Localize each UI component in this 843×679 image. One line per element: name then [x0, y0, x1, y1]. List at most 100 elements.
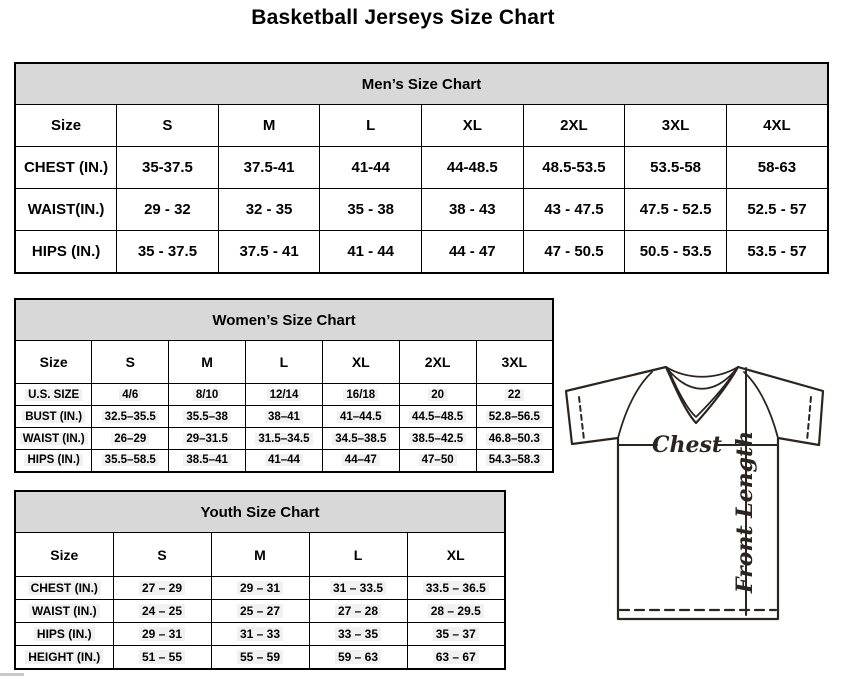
size-column-header: L [319, 104, 422, 147]
size-value-cell: 34.5–38.5 [321, 427, 400, 450]
size-value-cell: 37.5 - 41 [217, 230, 321, 273]
jersey-diagram-svg: Chest Front Length [564, 365, 825, 621]
mens-column-header-row: Size S M L XL 2XL 3XL 4XL [14, 104, 829, 147]
chest-label: Chest [652, 432, 722, 458]
size-value-cell: 32 - 35 [217, 188, 321, 231]
size-value-cell: 27 – 28 [308, 599, 408, 623]
row-label: WAIST(IN.) [14, 188, 118, 231]
size-value-cell: 47 - 50.5 [522, 230, 626, 273]
collar-curve-inner [665, 366, 739, 390]
size-column-header: M [168, 340, 247, 384]
size-value-cell: 47.5 - 52.5 [624, 188, 727, 231]
size-header-cell: Size [14, 532, 114, 577]
size-column-header: 2XL [398, 340, 477, 384]
size-value-cell: 4/6 [91, 383, 170, 406]
size-value-cell: 41-44 [319, 146, 422, 189]
size-value-cell: 31 – 33 [210, 622, 310, 646]
size-column-header: XL [321, 340, 400, 384]
left-cuff-dashed-line [578, 396, 585, 441]
size-value-cell: 29 – 31 [210, 576, 310, 600]
youth-table-row: CHEST (IN.) 27 – 29 29 – 31 31 – 33.5 33.5 –… [14, 576, 506, 600]
size-column-header: 2XL [522, 104, 626, 147]
youth-table-row: HIPS (IN.) 29 – 31 31 – 33 33 – 35 35 – 37 [14, 622, 506, 646]
size-value-cell: 53.5-58 [624, 146, 727, 189]
size-value-cell: 38–41 [245, 405, 323, 428]
size-value-cell: 29–31.5 [168, 427, 247, 450]
size-value-cell: 58-63 [725, 146, 829, 189]
row-label: CHEST (IN.) [14, 576, 114, 600]
youth-table-row: WAIST (IN.) 24 – 25 25 – 27 27 – 28 28 – 29.… [14, 599, 506, 623]
row-label: WAIST (IN.) [14, 599, 114, 623]
size-column-header: L [308, 532, 408, 577]
front-length-label: Front Length [732, 431, 758, 594]
size-value-cell: 52.8–56.5 [475, 405, 554, 428]
size-column-header: XL [406, 532, 506, 577]
mens-table-row: WAIST(IN.) 29 - 32 32 - 35 35 - 38 38 - 43 43… [14, 188, 829, 231]
jersey-measurement-diagram: Chest Front Length [556, 350, 843, 628]
size-value-cell: 52.5 - 57 [725, 188, 829, 231]
row-label: HEIGHT (IN.) [14, 645, 114, 669]
size-column-header: S [112, 532, 212, 577]
size-value-cell: 59 – 63 [308, 645, 408, 669]
size-value-cell: 48.5-53.5 [522, 146, 626, 189]
size-column-header: S [116, 104, 219, 147]
size-value-cell: 28 – 29.5 [406, 599, 506, 623]
size-value-cell: 47–50 [398, 449, 477, 472]
size-value-cell: 33 – 35 [308, 622, 408, 646]
womens-table-row: HIPS (IN.) 35.5–58.5 38.5–41 41–44 44–47 47–5… [14, 449, 554, 472]
page-title: Basketball Jerseys Size Chart [251, 6, 555, 29]
row-label: HIPS (IN.) [14, 622, 114, 646]
size-value-cell: 35 - 38 [319, 188, 422, 231]
collar-curve-outer [665, 366, 739, 378]
youth-size-chart-table: Youth Size Chart Size S M L XL CHEST (IN.) 27… [14, 490, 506, 670]
womens-table-row: U.S. SIZE 4/6 8/10 12/14 16/18 20 22 [14, 383, 554, 406]
size-column-header: M [210, 532, 310, 577]
size-value-cell: 29 - 32 [116, 188, 219, 231]
size-value-cell: 25 – 27 [210, 599, 310, 623]
size-value-cell: 35-37.5 [116, 146, 219, 189]
size-value-cell: 41–44 [245, 449, 323, 472]
mens-chart-title: Men’s Size Chart [14, 62, 829, 105]
size-value-cell: 31.5–34.5 [245, 427, 323, 450]
size-value-cell: 50.5 - 53.5 [624, 230, 727, 273]
left-armhole-seam [617, 371, 653, 439]
right-armhole-seam [743, 371, 779, 439]
size-value-cell: 44-48.5 [421, 146, 524, 189]
size-value-cell: 20 [398, 383, 477, 406]
size-value-cell: 35 – 37 [406, 622, 506, 646]
right-cuff-dashed-line [806, 396, 812, 442]
size-value-cell: 37.5-41 [217, 146, 321, 189]
womens-column-header-row: Size S M L XL 2XL 3XL [14, 340, 554, 384]
size-value-cell: 35.5–38 [168, 405, 247, 428]
size-value-cell: 54.3–58.3 [475, 449, 554, 472]
size-value-cell: 41–44.5 [321, 405, 400, 428]
scrollbar-sliver [0, 673, 24, 676]
size-column-header: 3XL [624, 104, 727, 147]
womens-chart-title-row: Women’s Size Chart [14, 298, 554, 341]
size-value-cell: 35.5–58.5 [91, 449, 170, 472]
size-column-header: M [217, 104, 321, 147]
size-value-cell: 38.5–42.5 [398, 427, 477, 450]
size-value-cell: 8/10 [168, 383, 247, 406]
jersey-outline [564, 365, 825, 621]
size-value-cell: 29 – 31 [112, 622, 212, 646]
size-column-header: L [245, 340, 323, 384]
size-value-cell: 44–47 [321, 449, 400, 472]
size-value-cell: 51 – 55 [112, 645, 212, 669]
size-value-cell: 26–29 [91, 427, 170, 450]
size-value-cell: 44.5–48.5 [398, 405, 477, 428]
youth-chart-title-row: Youth Size Chart [14, 490, 506, 533]
size-value-cell: 53.5 - 57 [725, 230, 829, 273]
size-column-header: 4XL [725, 104, 829, 147]
row-label: WAIST (IN.) [14, 427, 93, 450]
mens-chart-title-row: Men’s Size Chart [14, 62, 829, 105]
womens-table-row: BUST (IN.) 32.5–35.5 35.5–38 38–41 41–44.5 44… [14, 405, 554, 428]
size-header-cell: Size [14, 340, 93, 384]
size-value-cell: 27 – 29 [112, 576, 212, 600]
collar-v-inner [668, 370, 736, 418]
size-value-cell: 31 – 33.5 [308, 576, 408, 600]
mens-table-row: HIPS (IN.) 35 - 37.5 37.5 - 41 41 - 44 44 - … [14, 230, 829, 273]
row-label: HIPS (IN.) [14, 230, 118, 273]
size-value-cell: 33.5 – 36.5 [406, 576, 506, 600]
womens-table-row: WAIST (IN.) 26–29 29–31.5 31.5–34.5 34.5–38.… [14, 427, 554, 450]
